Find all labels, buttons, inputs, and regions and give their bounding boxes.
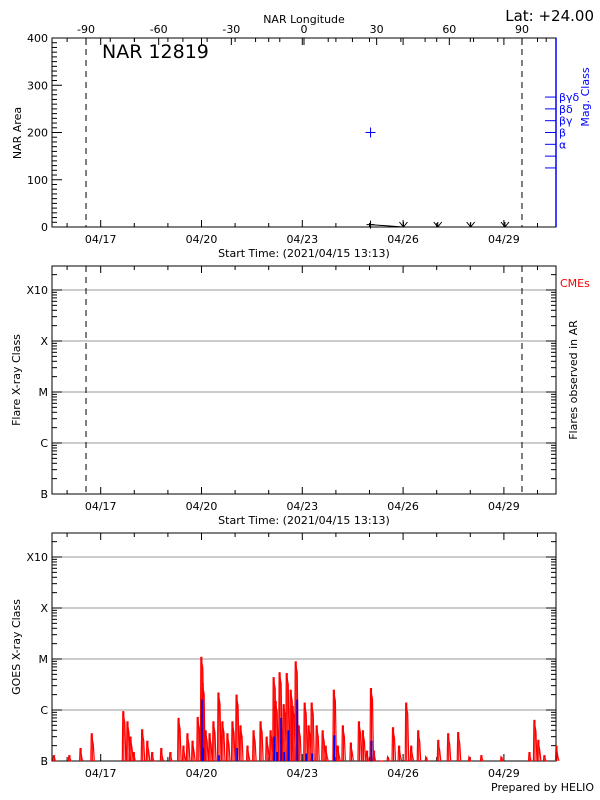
area-panel-x-tick-label: 04/26 (387, 233, 419, 246)
area-panel-x-tick-label: 04/20 (186, 233, 218, 246)
flare-panel-x-tick-label: 04/26 (387, 500, 419, 513)
goes-panel-y-tick-label: X (40, 602, 48, 615)
region-title: NAR 12819 (102, 41, 209, 63)
area-zero-marker (433, 221, 443, 228)
mag-class-axis-label: Mag. Class (579, 67, 592, 126)
mag-class-tick-label: α (559, 138, 566, 151)
flare-panel-x-tick-label: 04/20 (186, 500, 218, 513)
mag-class-tick-label: βγ (559, 115, 573, 128)
mag-class-tick-label: β (559, 127, 566, 140)
longitude-tick-label: 60 (442, 23, 456, 36)
prepared-by-label: Prepared by HELIO (491, 781, 594, 794)
cme-annotation: CMEs (560, 277, 590, 290)
flare-panel-y-tick-label: M (39, 386, 49, 399)
mag-class-tick-label: βδ (559, 103, 573, 116)
area-panel-x-tick-label: 04/29 (488, 233, 520, 246)
longitude-tick-label: -60 (150, 23, 168, 36)
area-y-tick-label: 300 (27, 79, 48, 92)
area-zero-marker (466, 221, 476, 228)
area-y-tick-label: 400 (27, 32, 48, 45)
flare-panel-frame (51, 265, 557, 495)
flare-panel-y-tick-label: X (40, 335, 48, 348)
area-panel-frame (51, 37, 557, 228)
flare-panel-y-tick-label: X10 (26, 284, 48, 297)
area-y-tick-label: 0 (41, 221, 48, 234)
longitude-tick-label: 30 (370, 23, 384, 36)
flare-panel-x-tick-label: 04/17 (85, 500, 117, 513)
flare-panel-x-tick-label: 04/29 (488, 500, 520, 513)
goes-flux-line (52, 656, 560, 762)
flare-panel-y-tick-label: B (40, 488, 48, 501)
area-panel-start-time: Start Time: (2021/04/15 13:13) (218, 247, 390, 260)
latitude-label: Lat: +24.00 (505, 7, 594, 25)
goes-y-axis-label: GOES X-ray Class (10, 599, 23, 695)
area-zero-marker (399, 221, 408, 228)
goes-panel-y-tick-label: C (40, 704, 48, 717)
longitude-tick-label: -30 (222, 23, 240, 36)
goes-panel-y-tick-label: X10 (26, 551, 48, 564)
goes-region-flux-series (200, 699, 373, 761)
goes-panel-x-tick-label: 04/20 (186, 767, 218, 780)
longitude-tick-label: -90 (77, 23, 95, 36)
goes-panel-x-tick-label: 04/29 (488, 767, 520, 780)
goes-panel-y-tick-label: B (40, 755, 48, 768)
goes-panel-x-tick-label: 04/17 (85, 767, 117, 780)
flare-panel-start-time: Start Time: (2021/04/15 13:13) (218, 514, 390, 527)
goes-panel-x-tick-label: 04/26 (387, 767, 419, 780)
longitude-tick-label: 90 (515, 23, 529, 36)
goes-panel-y-tick-label: M (39, 653, 49, 666)
area-panel-x-tick-label: 04/23 (286, 233, 318, 246)
area-y-axis-label: NAR Area (11, 107, 24, 159)
longitude-tick-label: 0 (301, 23, 308, 36)
goes-panel-x-tick-label: 04/23 (286, 767, 318, 780)
area-y-tick-label: 100 (27, 174, 48, 187)
area-zero-marker (500, 221, 510, 228)
area-y-tick-label: 200 (27, 127, 48, 140)
area-point-marker (366, 220, 375, 229)
flare-y2-axis-label: Flares observed in AR (567, 320, 580, 440)
flare-panel-y-tick-label: C (40, 437, 48, 450)
mag-class-tick-label: βγδ (559, 91, 580, 104)
flare-y-axis-label: Flare X-ray Class (10, 334, 23, 426)
mag-class-point-marker (365, 127, 376, 138)
goes-flux-series (52, 656, 560, 762)
flare-panel-x-tick-label: 04/23 (286, 500, 318, 513)
longitude-axis-label: NAR Longitude (263, 13, 345, 26)
area-panel-x-tick-label: 04/17 (85, 233, 117, 246)
